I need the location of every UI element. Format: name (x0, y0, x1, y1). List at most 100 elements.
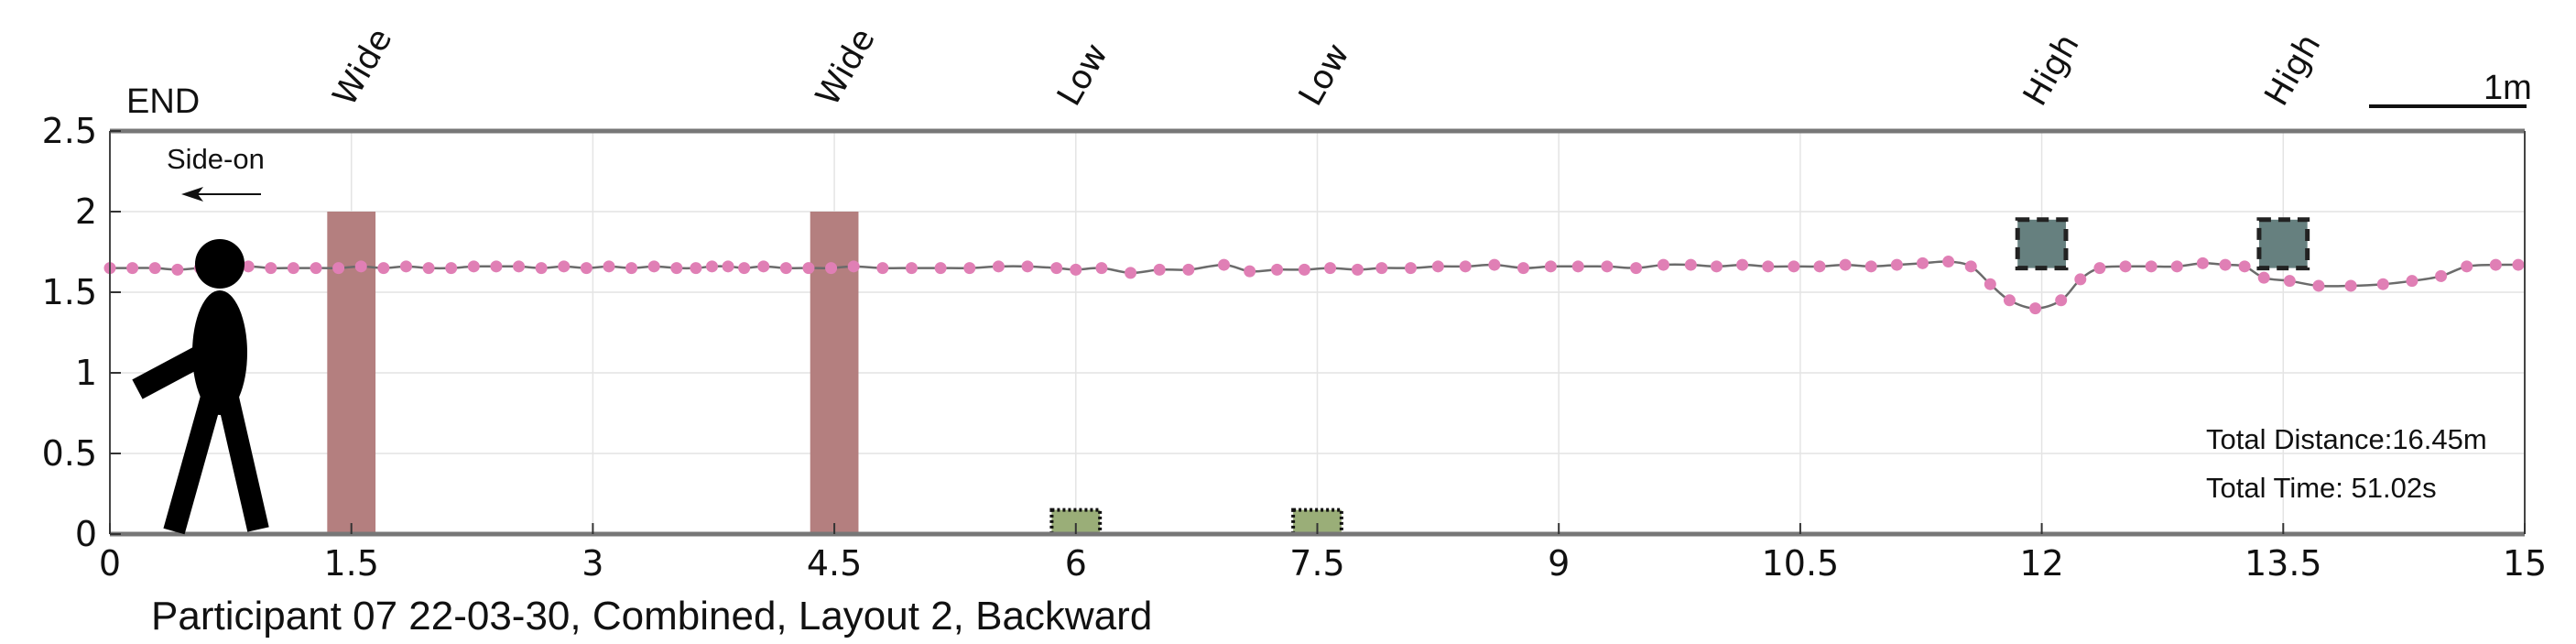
trajectory-point (558, 260, 571, 273)
y-tick-label: 0.5 (42, 433, 97, 474)
trajectory-point (1762, 260, 1775, 273)
chart-title: Participant 07 22-03-30, Combined, Layou… (151, 594, 1152, 639)
trajectory-point (670, 262, 683, 275)
trajectory-point (647, 260, 660, 273)
trajectory-point (905, 262, 918, 275)
trajectory-point (625, 262, 638, 275)
y-tick-label: 2.5 (42, 111, 97, 151)
trajectory-point (1630, 262, 1643, 275)
trajectory-point (2196, 257, 2209, 269)
trajectory-point (2145, 260, 2158, 273)
walker-figure (132, 239, 269, 535)
trajectory-point (1684, 258, 1697, 271)
trajectory-point (242, 260, 255, 273)
trajectory-point (535, 262, 548, 275)
trajectory-point (1890, 258, 1903, 271)
trajectory-point (148, 262, 161, 275)
trajectory-point (1244, 265, 1256, 278)
trajectory-point (1351, 263, 1364, 276)
x-tick-label: 12 (2019, 543, 2063, 584)
trajectory-point (2074, 273, 2087, 286)
y-tick-label: 2 (75, 191, 97, 232)
y-tick-label: 1 (75, 353, 97, 393)
scale-label: 1m (2484, 69, 2532, 107)
trajectory-point (847, 260, 860, 273)
trajectory-point (2376, 278, 2389, 290)
trajectory-point (1942, 256, 1955, 268)
x-tick-label: 0 (99, 543, 121, 584)
trajectory-point (2512, 258, 2525, 271)
trajectory-point (802, 262, 815, 275)
trajectory-point (2219, 258, 2232, 271)
trajectory-point (1021, 260, 1034, 273)
obstacle-wide (327, 212, 376, 534)
walker-leg-front (216, 391, 269, 532)
trajectory-point (126, 262, 139, 275)
trajectory-point (1710, 260, 1723, 273)
total-distance: Total Distance:16.45m (2206, 423, 2487, 455)
trajectory-point (1095, 262, 1108, 275)
walker-leg-back (163, 390, 223, 535)
x-tick-label: 6 (1065, 543, 1087, 584)
trajectory-point (1459, 260, 1472, 273)
trajectory-point (171, 263, 184, 276)
y-tick-label: 0 (75, 514, 97, 554)
trajectory-point (2283, 275, 2296, 288)
direction-arrow-head (181, 187, 203, 202)
trajectory-series (103, 256, 2525, 315)
trajectory-point (722, 260, 734, 273)
trajectory-point (1839, 258, 1852, 271)
trajectory-point (580, 262, 592, 275)
trajectory-point (2003, 294, 2016, 307)
trajectory-point (963, 262, 976, 275)
trajectory-point (1601, 260, 1614, 273)
trajectory-point (2489, 258, 2502, 271)
trajectory-point (2238, 260, 2251, 273)
trajectory-point (1488, 258, 1501, 271)
trajectory-point (1050, 262, 1063, 275)
trajectory-point (1544, 260, 1557, 273)
trajectory-point (2312, 279, 2325, 292)
trajectory-point (1125, 267, 1137, 279)
trajectory-point (1864, 260, 1877, 273)
x-tick-label: 9 (1548, 543, 1570, 584)
trajectory-point (690, 262, 702, 275)
trajectory-point (876, 262, 889, 275)
trajectory-point (1984, 278, 1996, 290)
trajectory-point (705, 260, 718, 273)
trajectory-point (1182, 263, 1195, 276)
trajectory-point (1571, 260, 1584, 273)
total-time: Total Time: 51.02s (2206, 472, 2437, 504)
trajectory-point (2461, 260, 2473, 273)
trajectory-point (490, 260, 503, 273)
trajectory-point (1736, 258, 1749, 271)
trajectory-point (2055, 294, 2068, 307)
x-tick-label: 4.5 (807, 543, 862, 584)
trajectory-point (2170, 260, 2183, 273)
trajectory-point (2029, 302, 2042, 315)
trajectory-point (1070, 263, 1082, 276)
trajectory-point (2093, 262, 2106, 275)
trajectory-point (2119, 260, 2132, 273)
trajectory-point (1431, 260, 1444, 273)
trajectory-point (1324, 262, 1337, 275)
y-tick-label: 1.5 (42, 272, 97, 312)
trajectory-point (422, 262, 435, 275)
trajectory-point (1271, 263, 1284, 276)
trajectory-point (1218, 258, 1231, 271)
trajectory-point (287, 262, 299, 275)
x-tick-label: 13.5 (2244, 543, 2322, 584)
x-tick-label: 3 (582, 543, 603, 584)
obstacle-label: Wide (326, 22, 399, 112)
trajectory-point (934, 262, 947, 275)
trajectory-point (1517, 262, 1530, 275)
trajectory-point (310, 262, 322, 275)
trajectory-point (467, 260, 480, 273)
obstacle-high (2256, 217, 2310, 271)
walker-arm (132, 343, 212, 399)
trajectory-point (825, 262, 838, 275)
x-tick-label: 10.5 (1762, 543, 1840, 584)
trajectory-point (1404, 262, 1417, 275)
trajectory-point (1788, 260, 1800, 273)
